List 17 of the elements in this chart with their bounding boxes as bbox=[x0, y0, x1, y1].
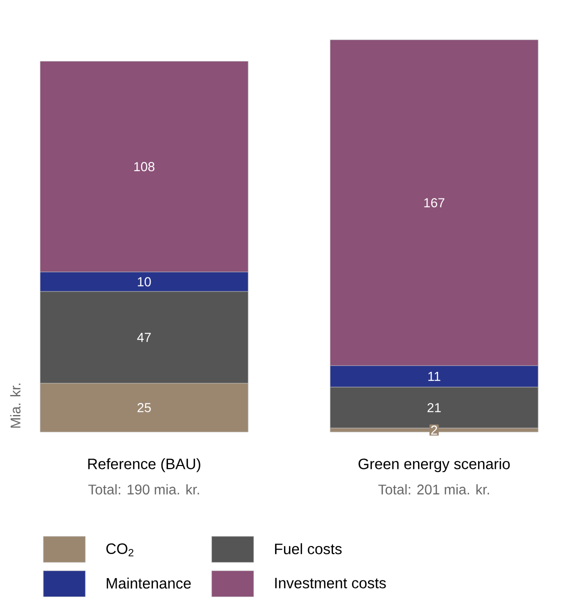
x-tick-label: Green energy scenario bbox=[358, 458, 510, 472]
legend-label: Fuel costs bbox=[275, 543, 342, 554]
data-label: 10 bbox=[138, 277, 151, 286]
legend-label: CO$_{2}$ bbox=[106, 543, 134, 556]
data-label: 21 bbox=[428, 403, 441, 412]
text: Total: 201 mia. kr. bbox=[378, 484, 490, 494]
data-label: 108 bbox=[134, 162, 154, 172]
legend-label: Maintenance bbox=[106, 578, 191, 589]
data-label: 2 bbox=[431, 426, 438, 435]
x-tick-label: Reference (BAU) bbox=[88, 458, 200, 472]
text: Total: 190 mia. kr. bbox=[88, 484, 200, 494]
data-label: 47 bbox=[137, 332, 151, 342]
data-label: 11 bbox=[428, 372, 440, 381]
y-axis-title: Mia. kr. bbox=[10, 384, 20, 428]
legend-label: Investment costs bbox=[275, 578, 386, 588]
data-label: 25 bbox=[138, 403, 151, 412]
data-label: 167 bbox=[424, 198, 444, 208]
